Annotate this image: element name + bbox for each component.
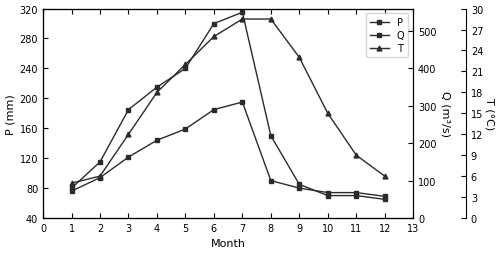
Y-axis label: Q (m³/s): Q (m³/s)	[440, 91, 450, 137]
Legend: P, Q, T: P, Q, T	[366, 14, 408, 58]
Y-axis label: T (°C): T (°C)	[484, 98, 494, 130]
Y-axis label: P (mm): P (mm)	[6, 93, 16, 134]
X-axis label: Month: Month	[210, 239, 246, 248]
